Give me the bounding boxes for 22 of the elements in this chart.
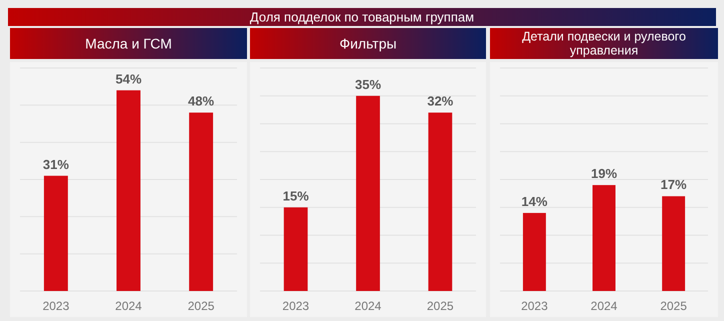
data-label: 15%: [282, 188, 310, 204]
chart-title: Доля подделок по товарным группам: [250, 10, 474, 24]
data-label: 35%: [354, 76, 382, 92]
chart-subtitle: Детали подвески и рулевого управления: [522, 30, 686, 58]
data-label: 14%: [521, 194, 548, 209]
data-label: 31%: [42, 156, 70, 172]
x-tick-label: 2023: [521, 299, 548, 313]
x-tick-label: 2023: [42, 299, 70, 313]
x-tick-label: 2024: [115, 299, 142, 313]
chart-subtitle: Масла и ГСМ: [85, 36, 172, 52]
data-label: 32%: [427, 94, 454, 109]
x-tick-label: 2023: [282, 299, 310, 313]
data-label: 48%: [188, 94, 215, 109]
data-label: 19%: [590, 166, 618, 182]
chart-subtitle: Фильтры: [339, 36, 397, 52]
x-tick-label: 2025: [660, 299, 688, 313]
data-label: 17%: [660, 177, 688, 192]
x-tick-label: 2025: [426, 299, 454, 313]
x-tick-label: 2024: [354, 299, 382, 313]
x-tick-label: 2024: [590, 299, 618, 313]
data-label: 54%: [115, 71, 142, 86]
x-tick-label: 2025: [188, 299, 215, 313]
